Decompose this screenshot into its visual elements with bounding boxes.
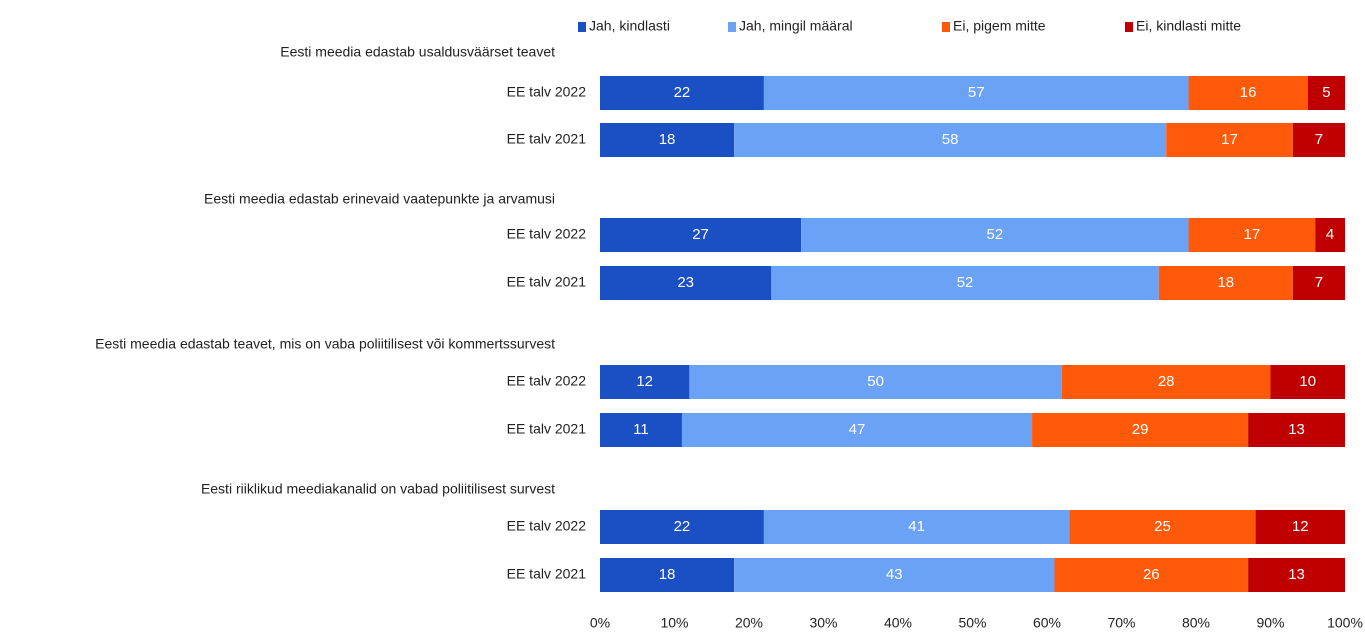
data-label: 18: [1217, 274, 1234, 291]
bar-segment: [1292, 123, 1345, 157]
x-tick-label: 90%: [1256, 615, 1284, 631]
data-label: 22: [674, 84, 691, 101]
bar-segment: [1307, 76, 1345, 110]
bar-segment: [600, 558, 735, 592]
data-label: 11: [633, 421, 649, 438]
bar-segment: [763, 510, 1070, 544]
data-label: 17: [1244, 226, 1261, 243]
category-label: EE talv 2021: [507, 131, 587, 147]
x-tick-label: 0%: [590, 615, 610, 631]
bar-segment: [681, 413, 1033, 447]
category-label: EE talv 2022: [507, 226, 587, 242]
bar-segment: [600, 365, 690, 399]
data-label: 52: [987, 226, 1004, 243]
legend-label: Ei, kindlasti mitte: [1136, 18, 1241, 34]
data-label: 16: [1240, 84, 1257, 101]
data-label: 4: [1326, 226, 1334, 243]
x-tick-label: 40%: [884, 615, 912, 631]
category-label: EE talv 2022: [507, 518, 587, 534]
data-label: 52: [957, 274, 974, 291]
data-label: 12: [636, 373, 653, 390]
bar-segment: [1054, 558, 1249, 592]
bar-segment: [734, 123, 1167, 157]
bar-segment: [689, 365, 1062, 399]
x-tick-label: 80%: [1182, 615, 1210, 631]
data-label: 50: [867, 373, 884, 390]
data-label: 27: [692, 226, 709, 243]
category-label: EE talv 2021: [507, 566, 587, 582]
bar-segment: [600, 266, 772, 300]
legend-swatch: [578, 22, 586, 32]
data-label: 7: [1315, 274, 1323, 291]
bar-segment: [1188, 76, 1308, 110]
bar-segment: [1188, 218, 1316, 252]
data-label: 12: [1292, 518, 1309, 535]
data-label: 43: [886, 566, 903, 583]
x-tick-label: 70%: [1107, 615, 1135, 631]
group-title: Eesti riiklikud meediakanalid on vabad p…: [201, 481, 555, 497]
data-label: 22: [674, 518, 691, 535]
bar-segment: [1158, 266, 1293, 300]
legend-label: Ei, pigem mitte: [953, 18, 1046, 34]
legend-label: Jah, kindlasti: [589, 18, 670, 34]
bar-segment: [600, 76, 764, 110]
bar-segment: [801, 218, 1189, 252]
x-tick-label: 20%: [735, 615, 763, 631]
data-label: 17: [1221, 131, 1238, 148]
bar-segment: [1166, 123, 1293, 157]
legend-swatch: [1125, 22, 1133, 32]
category-label: EE talv 2022: [507, 84, 587, 100]
x-tick-label: 30%: [809, 615, 837, 631]
data-label: 26: [1143, 566, 1160, 583]
category-label: EE talv 2021: [507, 421, 587, 437]
x-tick-label: 10%: [660, 615, 688, 631]
bar-segment: [1270, 365, 1345, 399]
group-title: Eesti meedia edastab usaldusväärset teav…: [280, 44, 555, 60]
data-label: 10: [1299, 373, 1316, 390]
bar-segment: [1292, 266, 1345, 300]
data-label: 5: [1322, 84, 1330, 101]
data-label: 18: [659, 566, 676, 583]
bar-segment: [1069, 510, 1256, 544]
bar-segment: [600, 413, 682, 447]
group-title: Eesti meedia edastab erinevaid vaatepunk…: [204, 191, 555, 207]
bar-segment: [1255, 510, 1345, 544]
bar-segment: [771, 266, 1159, 300]
bar-segment: [1248, 413, 1345, 447]
bar-segment: [600, 218, 802, 252]
bar-segment: [600, 510, 764, 544]
data-label: 13: [1288, 421, 1305, 438]
x-tick-label: 50%: [958, 615, 986, 631]
data-label: 41: [908, 518, 925, 535]
legend-swatch: [728, 22, 736, 32]
data-label: 47: [849, 421, 866, 438]
category-label: EE talv 2021: [507, 274, 587, 290]
bar-segment: [1061, 365, 1271, 399]
data-label: 28: [1158, 373, 1175, 390]
bar-segment: [1248, 558, 1345, 592]
bar-segment: [763, 76, 1189, 110]
group-title: Eesti meedia edastab teavet, mis on vaba…: [95, 336, 555, 352]
data-label: 29: [1132, 421, 1149, 438]
legend-label: Jah, mingil määral: [739, 18, 853, 34]
data-label: 18: [659, 131, 676, 148]
data-label: 57: [968, 84, 985, 101]
category-label: EE talv 2022: [507, 373, 587, 389]
x-tick-label: 100%: [1327, 615, 1363, 631]
bar-segment: [1032, 413, 1249, 447]
data-label: 25: [1154, 518, 1171, 535]
data-label: 7: [1315, 131, 1323, 148]
legend-swatch: [942, 22, 950, 32]
data-label: 13: [1288, 566, 1305, 583]
x-tick-label: 60%: [1033, 615, 1061, 631]
bar-segment: [1315, 218, 1345, 252]
bar-segment: [734, 558, 1055, 592]
bar-segment: [600, 123, 735, 157]
data-label: 58: [942, 131, 959, 148]
data-label: 23: [677, 274, 694, 291]
